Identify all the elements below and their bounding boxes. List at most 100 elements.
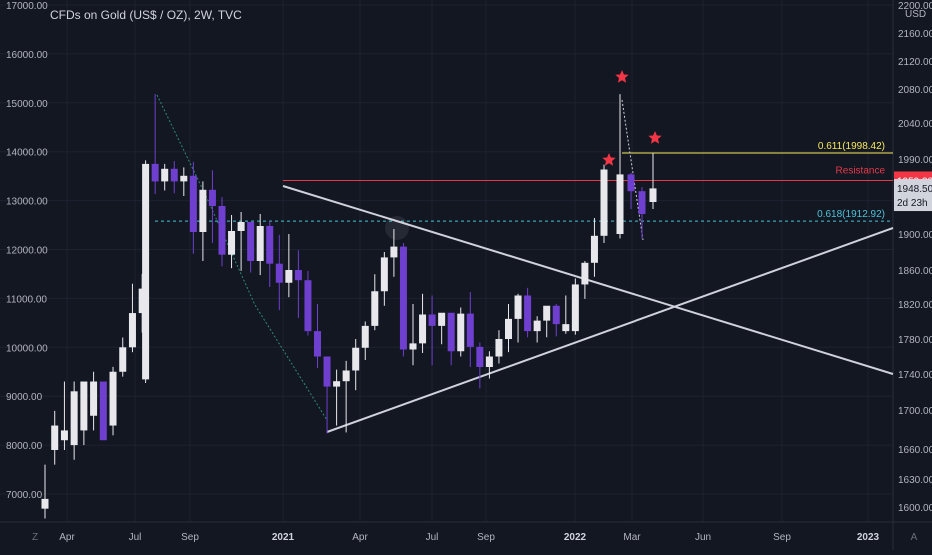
countdown-label: 2d 23h [897, 198, 928, 209]
left-axis-tick-label: 9000.00 [6, 392, 43, 403]
candle [371, 291, 379, 326]
left-axis-tick-label: 11000.00 [6, 294, 47, 305]
candle [380, 257, 388, 292]
fib-618-label: 0.618(1912.92) [817, 209, 885, 220]
left-price-axis[interactable]: 17000.00 16000.00 15000.00 14000.00 13000.00… [6, 1, 48, 501]
time-axis-label: Jun [695, 532, 711, 543]
candle [514, 295, 522, 319]
candle [128, 313, 136, 348]
candle [237, 222, 245, 231]
candle [70, 391, 78, 446]
candle [361, 325, 369, 348]
time-axis-label: Sep [477, 532, 495, 543]
candle [590, 235, 598, 263]
candle [428, 314, 436, 326]
candle [649, 188, 657, 202]
candle [119, 347, 127, 372]
right-axis-tick-label: 1820.00 [898, 300, 932, 311]
candle [161, 168, 169, 182]
right-axis-tick-label: 1900.00 [898, 230, 932, 241]
time-axis-label: 2023 [857, 532, 880, 543]
right-axis-tick-label: 2040.00 [898, 119, 932, 130]
left-axis-tick-label: 15000.00 [6, 99, 48, 110]
right-axis-tick-label: 2160.00 [898, 29, 932, 40]
current-price-badge [894, 179, 932, 212]
candle [314, 331, 321, 357]
candle [390, 246, 398, 258]
right-axis-tick-label: 1990.00 [898, 155, 932, 166]
candle [247, 222, 255, 261]
time-axis-label: Sep [773, 532, 791, 543]
candle [109, 371, 117, 426]
candle [524, 295, 532, 332]
ascending-trendline [326, 227, 894, 433]
candle [99, 381, 107, 441]
retracement-dotted-line [621, 99, 644, 241]
candle [399, 246, 407, 350]
left-axis-tick-label: 12000.00 [6, 246, 48, 257]
time-axis-label: 2022 [564, 532, 587, 543]
resistance-label: Resistance [836, 165, 886, 176]
right-axis-tick-label: 2080.00 [898, 85, 932, 96]
time-axis-label: Apr [59, 532, 75, 543]
candle [266, 226, 274, 264]
right-axis-tick-label: 1780.00 [898, 335, 932, 346]
axis-unit-label: USD [905, 9, 926, 20]
fib-611-label: 0.611(1998.42) [818, 141, 885, 152]
candle [60, 430, 68, 441]
candle [189, 175, 197, 232]
candle [80, 381, 88, 431]
candle [495, 339, 503, 357]
candle [419, 314, 427, 344]
candle [638, 191, 646, 214]
candle [199, 189, 207, 232]
right-axis-tick-label: 2200.00 [898, 1, 932, 12]
candle [616, 174, 624, 234]
candle [228, 231, 236, 255]
left-axis-tick-label: 10000.00 [6, 343, 48, 354]
candle [90, 381, 98, 416]
candle [352, 347, 360, 371]
time-axis-label: Sep [181, 532, 199, 543]
right-axis-tick-label: 1700.00 [898, 406, 932, 417]
candle [409, 343, 417, 350]
corner-right-button: A [911, 532, 918, 543]
candle [543, 305, 551, 321]
markers-layer [385, 70, 662, 240]
right-axis-tick-label: 1630.00 [898, 475, 932, 486]
time-axis-label: Jul [129, 532, 142, 543]
candle [151, 163, 159, 182]
candle [41, 498, 49, 509]
left-axis-tick-label: 8000.00 [6, 441, 43, 452]
chart-title: CFDs on Gold (US$ / OZ), 2W, TVC [50, 8, 242, 22]
candle [304, 280, 312, 332]
right-axis-tick-label: 2120.00 [898, 57, 932, 68]
highlight-circle [385, 216, 409, 240]
time-axis-label: Jul [426, 532, 439, 543]
candle [581, 262, 589, 285]
candle [476, 346, 484, 367]
candle [51, 425, 59, 450]
candle [218, 206, 226, 255]
time-axis[interactable]: Apr Jul Sep 2021 Apr Jul Sep 2022 Mar Jun Sep 2023 Z… [32, 532, 918, 543]
corner-left-button: Z [32, 532, 38, 543]
candle [562, 324, 570, 332]
candle [552, 305, 560, 325]
candle [285, 270, 293, 283]
right-price-axis[interactable]: 2200.00 2160.00 2120.00 2080.00 2040.00 1990.… [898, 1, 932, 514]
candle [256, 226, 264, 261]
candle [180, 175, 188, 182]
right-axis-tick-label: 1660.00 [898, 445, 932, 456]
time-axis-label: Apr [352, 532, 368, 543]
candle [342, 370, 350, 382]
candle [333, 381, 341, 387]
right-axis-tick-label: 1860.00 [898, 266, 932, 277]
right-axis-tick-label: 1740.00 [898, 370, 932, 381]
candle [208, 189, 216, 206]
star-icon [602, 153, 616, 166]
candle [323, 356, 331, 387]
star-icon [615, 70, 629, 83]
